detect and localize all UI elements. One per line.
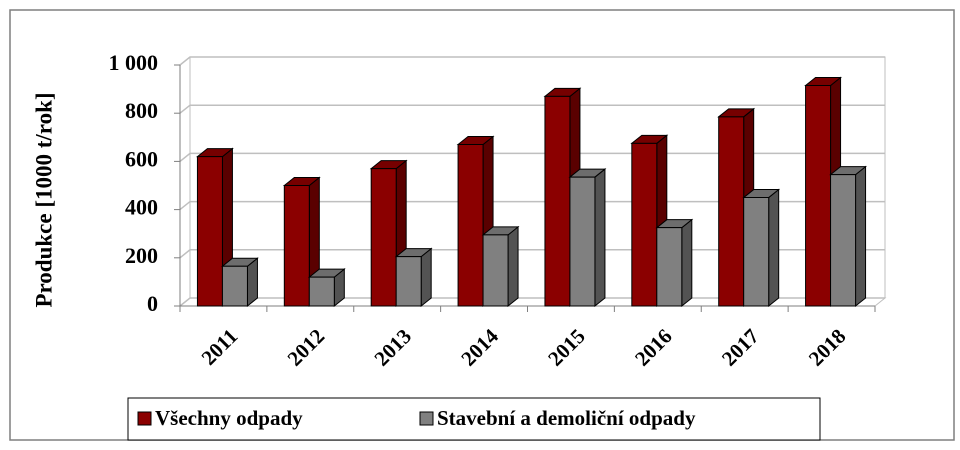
bar-face [855,165,867,308]
bar-face [196,156,223,307]
y-tick-label: 400 [125,195,158,220]
bar-face [544,95,571,307]
bar [655,218,694,308]
y-tick-label: 800 [125,98,158,123]
y-axis-title: Produkce [1000 t/rok] [31,92,56,307]
bar [307,268,346,308]
legend-label: Stavební a demoliční odpady [437,406,696,430]
bar [742,188,781,308]
bar-face [631,142,658,307]
bar-face [656,227,683,307]
grid-line [179,56,885,66]
bar [829,165,867,308]
legend-swatch [137,411,152,426]
bar-face [681,218,693,308]
legend-swatch [419,411,434,426]
bar-face [221,265,248,307]
bar-face [482,234,509,307]
bar-face [395,256,422,307]
bar-face [370,168,397,307]
bar [221,257,259,308]
legend-label: Všechny odpady [155,406,303,430]
bar-face [283,185,310,307]
bar-face [569,176,596,307]
y-tick-label: 600 [125,146,158,171]
y-tick-label: 200 [125,243,158,268]
bar [481,225,520,308]
bar-face [768,188,780,308]
bar-face [805,84,832,307]
bar-face [830,174,857,307]
y-tick-label: 1 000 [109,50,159,75]
bar [196,147,234,308]
bar-face [743,197,770,307]
bar-face [507,225,519,308]
grid-line [179,104,885,114]
bar-face [718,116,745,307]
y-tick-label: 0 [147,291,158,316]
bar-face [308,276,335,307]
bar-face [457,144,484,307]
bar [394,247,433,308]
bar-face [420,247,432,308]
bar-face [594,168,606,308]
bar [568,168,607,308]
legend-box [127,397,821,441]
